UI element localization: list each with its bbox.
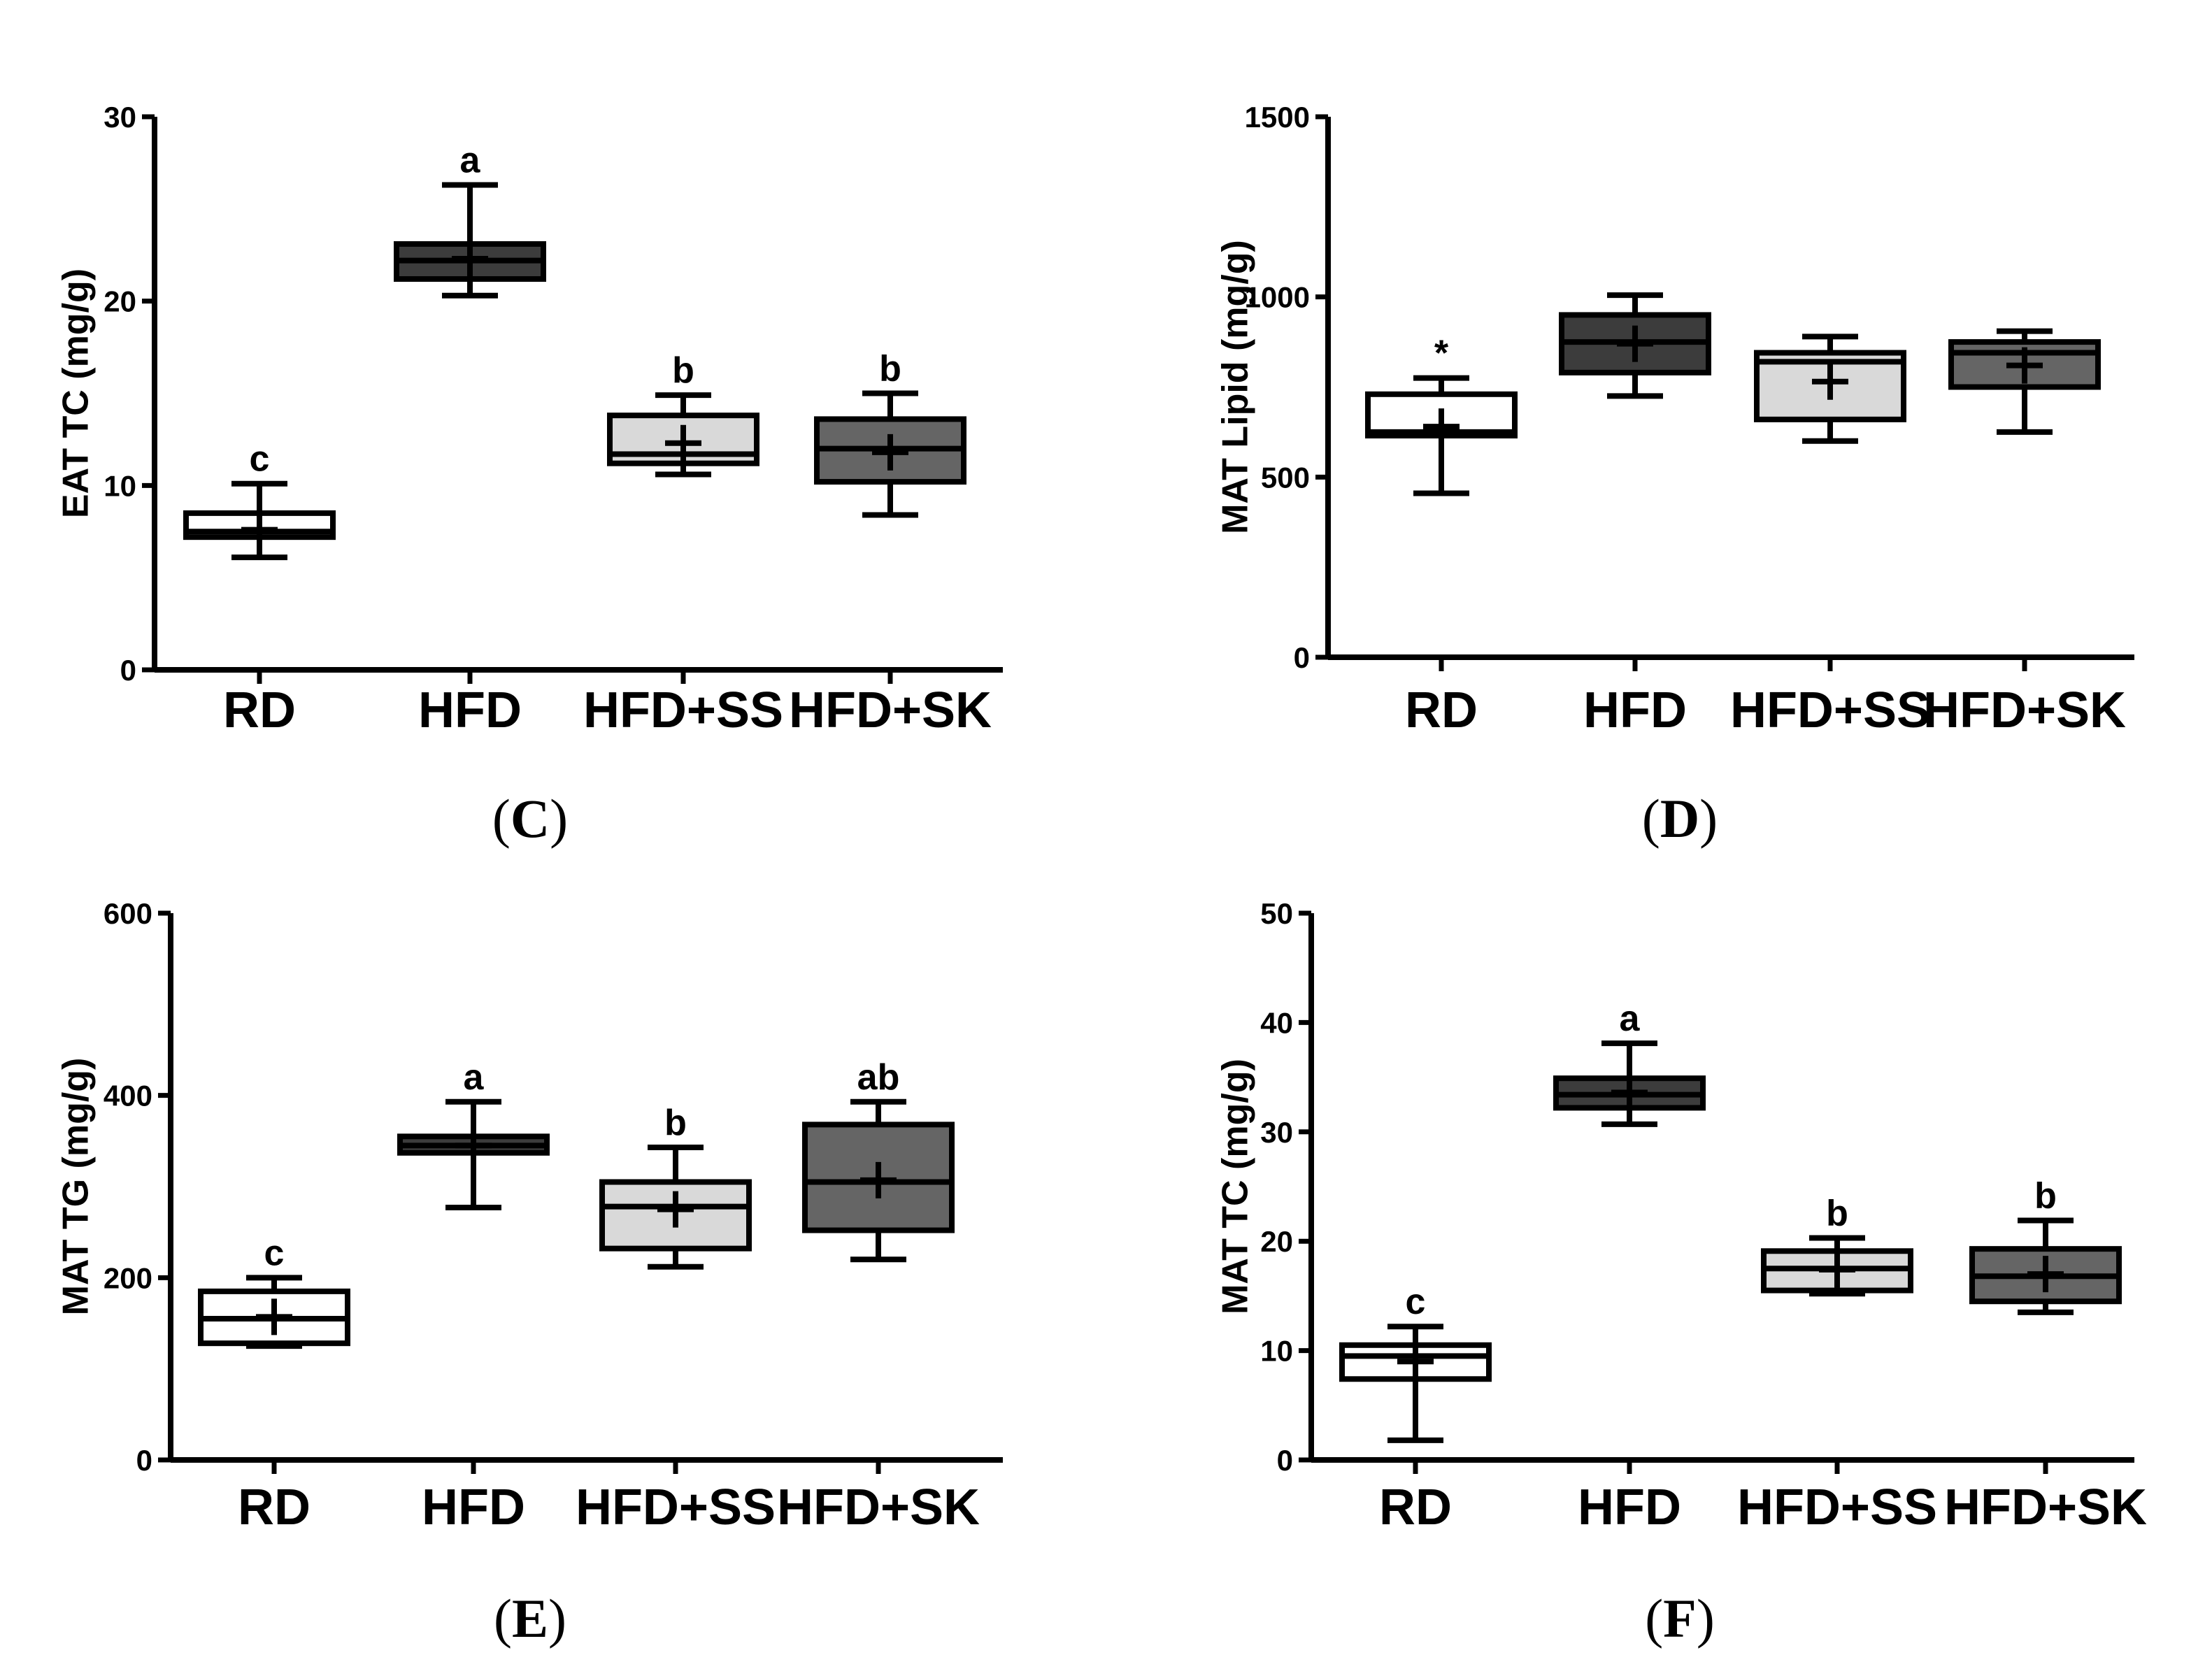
y-tick-label: 40 <box>1260 1006 1293 1039</box>
y-tick-label: 1000 <box>1245 281 1310 314</box>
y-tick-label: 30 <box>1260 1116 1293 1149</box>
x-tick-label-rd: RD <box>238 1480 311 1535</box>
x-tick-label-rd: RD <box>1379 1480 1452 1535</box>
significance-label-hfd-plus-ss: b <box>664 1103 687 1143</box>
y-tick-label: 30 <box>104 101 136 134</box>
y-tick-label: 20 <box>1260 1225 1293 1258</box>
x-tick-label-rd: RD <box>1405 682 1478 738</box>
panel-d-chart: 0 500 1000 1500 MAT Lipid (mg/g) RD * HFD HFD+SS… <box>1215 101 2134 738</box>
y-tick-label: 1500 <box>1245 101 1310 134</box>
significance-label-hfd-plus-ss: b <box>1826 1194 1848 1234</box>
y-tick-label: 0 <box>1294 641 1310 674</box>
x-tick-label-hfd-plus-sk: HFD+SK <box>1944 1480 2147 1535</box>
y-tick-label: 0 <box>136 1444 152 1477</box>
x-tick-label-hfd-plus-ss: HFD+SS <box>1730 682 1930 738</box>
y-tick-label: 200 <box>104 1261 152 1294</box>
x-tick-label-hfd: HFD <box>422 1480 525 1535</box>
x-tick-label-rd: RD <box>223 682 296 738</box>
significance-label-hfd-plus-sk: b <box>879 349 901 389</box>
y-axis-title: MAT TC (mg/g) <box>1215 1059 1256 1315</box>
panel-label-f: (F) <box>1645 1588 1715 1649</box>
significance-label-hfd: a <box>460 141 481 181</box>
y-axis-title: MAT TG (mg/g) <box>56 1058 97 1316</box>
y-tick-label: 500 <box>1261 461 1310 494</box>
significance-label-hfd: a <box>1620 998 1641 1039</box>
x-tick-label-hfd-plus-sk: HFD+SK <box>777 1480 980 1535</box>
x-tick-label-hfd-plus-sk: HFD+SK <box>1923 682 2126 738</box>
significance-label-hfd: a <box>464 1057 485 1098</box>
significance-label-rd: c <box>1406 1282 1426 1322</box>
significance-label-hfd-plus-sk: ab <box>857 1057 900 1098</box>
y-tick-label: 600 <box>104 897 152 930</box>
x-tick-label-hfd: HFD <box>418 682 522 738</box>
x-tick-label-hfd: HFD <box>1578 1480 1681 1535</box>
x-tick-label-hfd-plus-ss: HFD+SS <box>583 682 783 738</box>
y-tick-label: 0 <box>1277 1444 1293 1477</box>
y-tick-label: 20 <box>104 285 136 318</box>
y-tick-label: 400 <box>104 1080 152 1112</box>
significance-label-hfd-plus-ss: b <box>672 350 694 391</box>
significance-label-rd: * <box>1434 334 1449 374</box>
y-axis-title: EAT TC (mg/g) <box>56 268 97 518</box>
panel-label-c: (C) <box>492 788 568 849</box>
y-tick-label: 0 <box>120 654 136 687</box>
x-tick-label-hfd-plus-ss: HFD+SS <box>576 1480 776 1535</box>
significance-label-hfd-plus-sk: b <box>2034 1175 2057 1216</box>
x-tick-label-hfd-plus-ss: HFD+SS <box>1737 1480 1937 1535</box>
panel-label-e: (E) <box>494 1588 566 1649</box>
panel-e-chart: 0 200 400 600 MAT TG (mg/g) RD c HFD a HFD+SS b HFD… <box>56 897 1003 1535</box>
y-tick-label: 50 <box>1260 897 1293 930</box>
x-tick-label-hfd-plus-sk: HFD+SK <box>789 682 992 738</box>
panel-c-chart: 0 10 20 30 EAT TC (mg/g) RD c HFD a HFD+SS b HFD+SK… <box>56 101 1003 738</box>
significance-label-rd: c <box>264 1233 285 1273</box>
significance-label-rd: c <box>250 439 270 480</box>
y-tick-label: 10 <box>1260 1335 1293 1368</box>
panel-f-chart: 0 10 20 30 40 50 MAT TC (mg/g) RD c HFD a HFD+SS b HF… <box>1215 897 2147 1535</box>
x-tick-label-hfd: HFD <box>1583 682 1687 738</box>
y-tick-label: 10 <box>104 469 136 502</box>
y-axis-title: MAT Lipid (mg/g) <box>1215 240 1256 534</box>
panel-label-d: (D) <box>1642 788 1718 849</box>
